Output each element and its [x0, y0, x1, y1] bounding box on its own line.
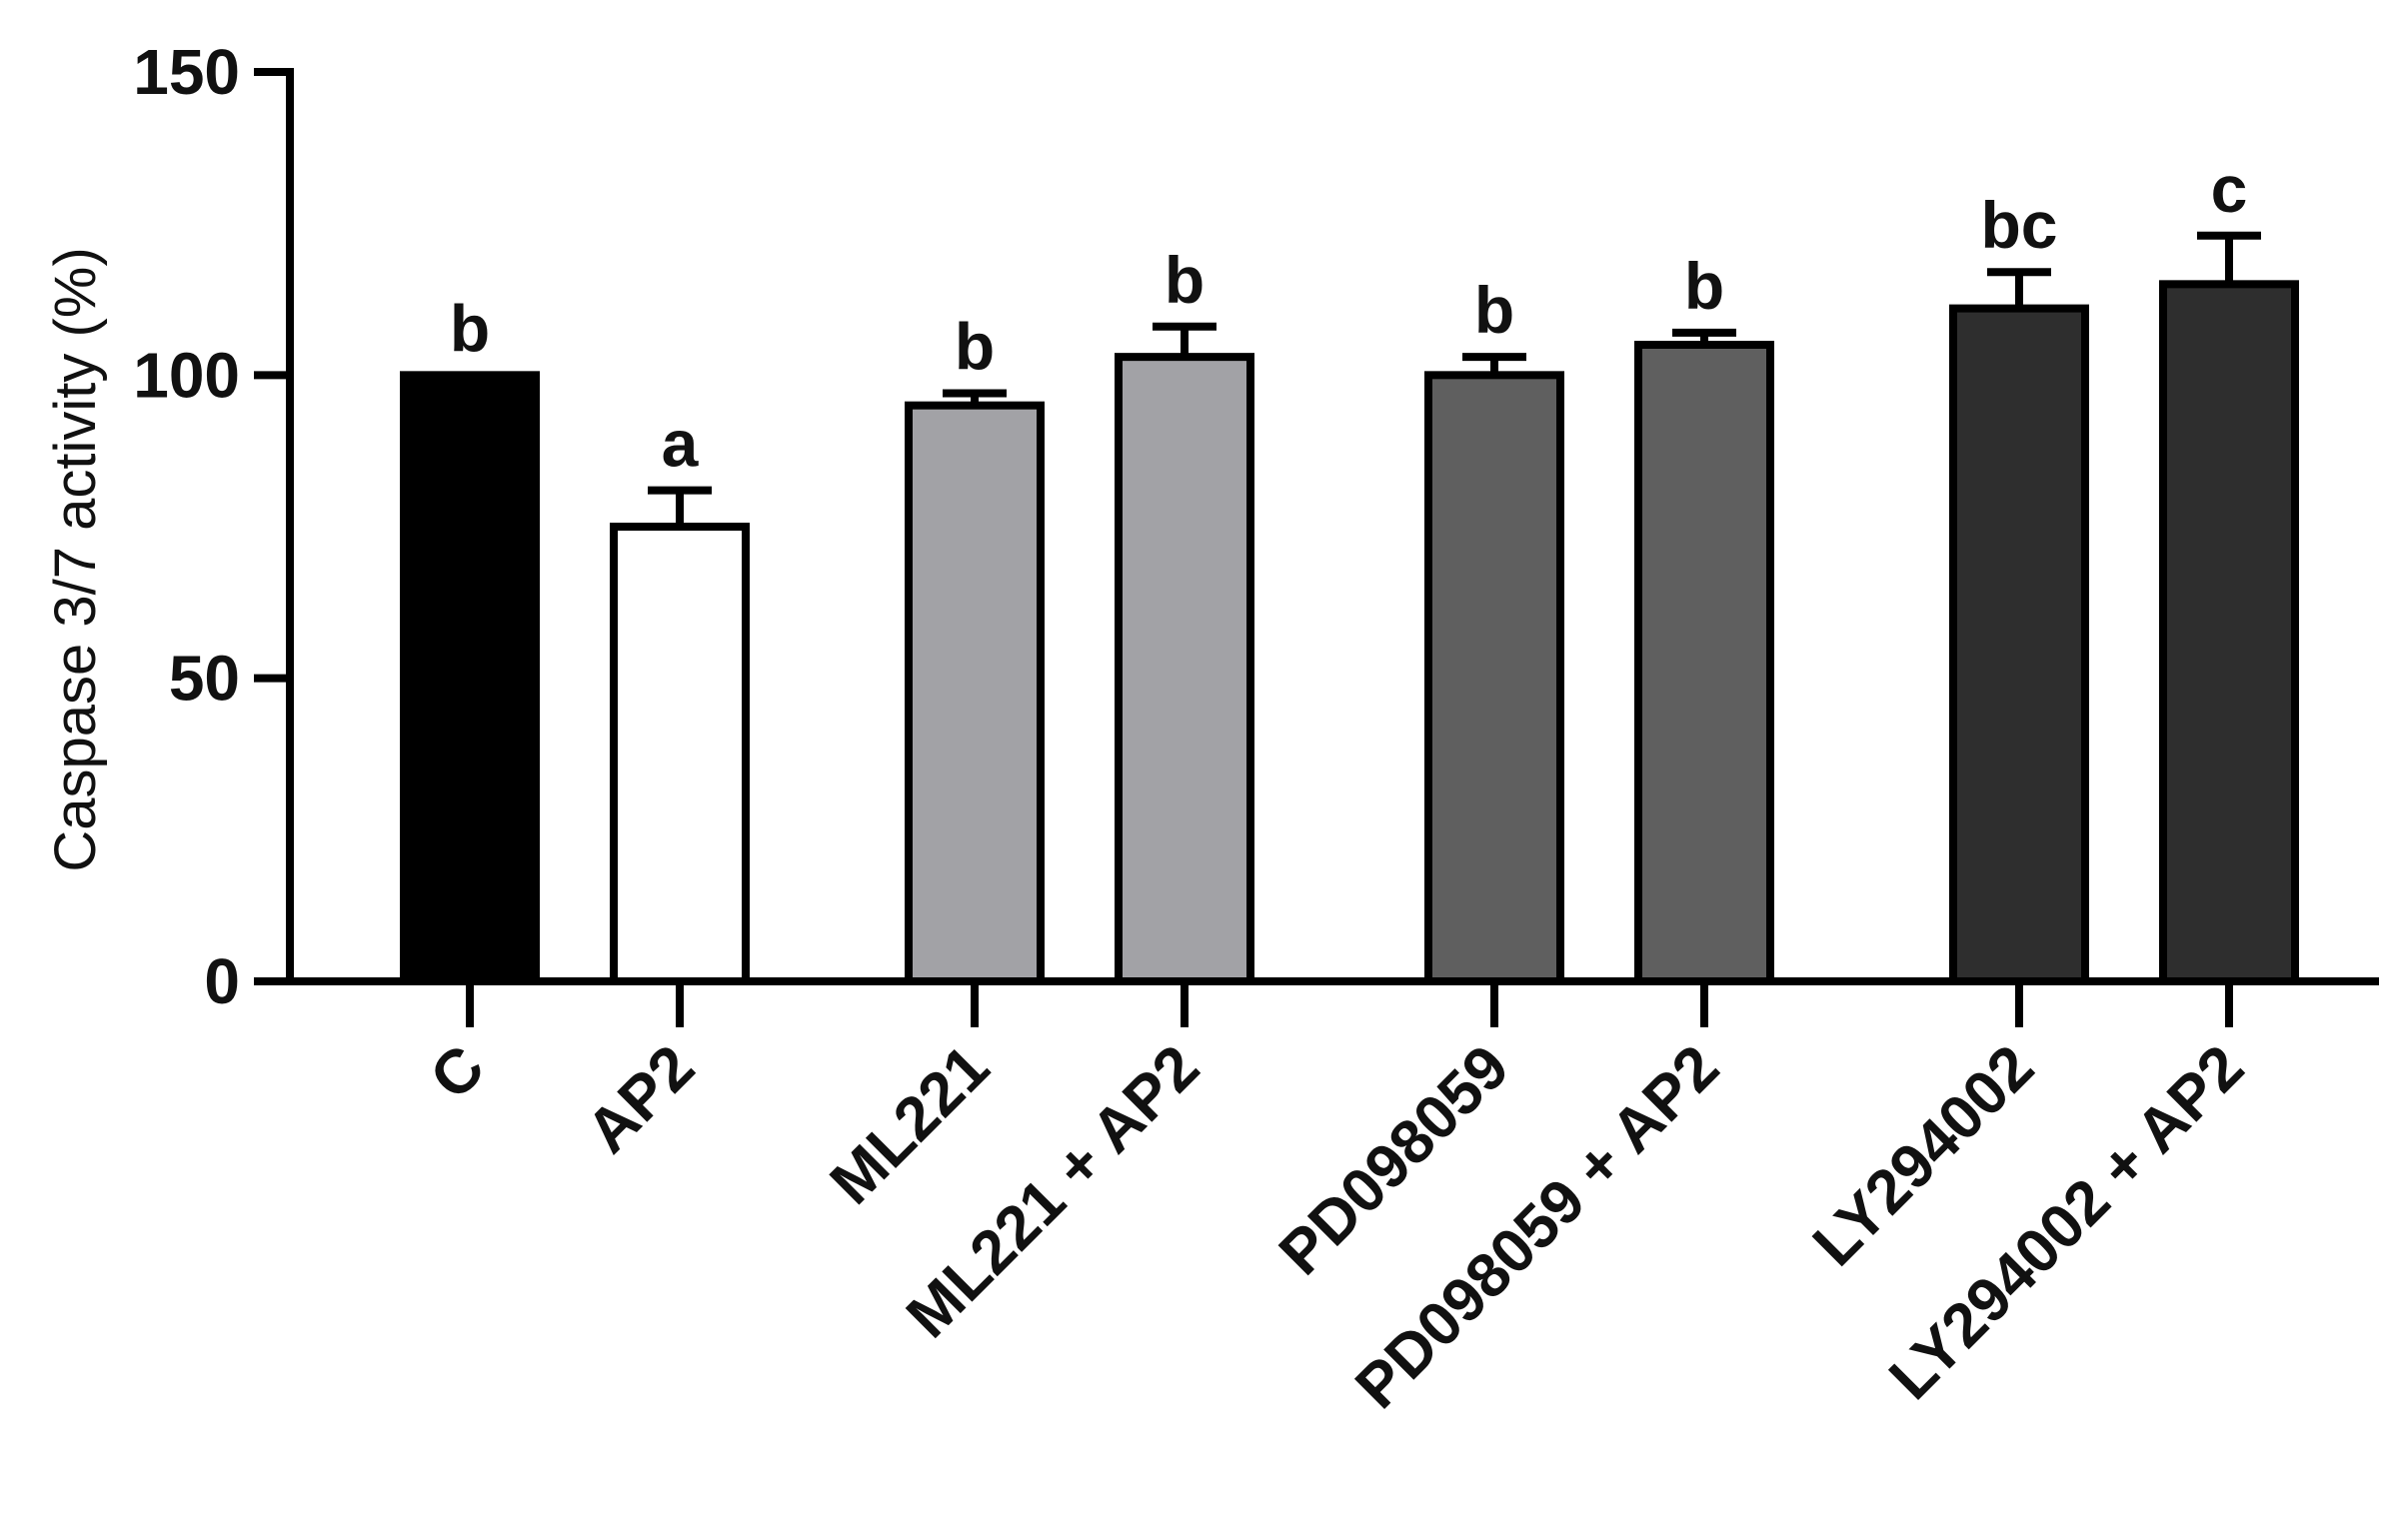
y-tick-label: 150: [133, 36, 240, 108]
y-tick-label: 50: [169, 643, 240, 715]
bar-pd098059-ap2: [1634, 341, 1774, 985]
x-tick-label: LY294002 + AP2: [1876, 1032, 2257, 1413]
significance-letter: b: [450, 291, 490, 365]
x-tick-label: AP2: [574, 1032, 708, 1166]
significance-letter: a: [662, 407, 700, 481]
x-tick-label: ML221: [818, 1032, 1003, 1217]
bar-ly294002: [1949, 304, 2089, 986]
x-tick-label: PD098059 + AP2: [1342, 1032, 1732, 1422]
significance-letter: bc: [1980, 188, 2057, 262]
bar-pd098059: [1424, 371, 1564, 986]
y-tick-label: 0: [204, 945, 240, 1017]
y-tick-label: 100: [133, 339, 240, 411]
bar-ml221: [905, 401, 1045, 985]
significance-letter: b: [1165, 243, 1204, 317]
significance-letter: b: [955, 310, 995, 384]
significance-letter: b: [1474, 273, 1514, 347]
x-tick-label: C: [417, 1032, 497, 1112]
bar-ly294002-ap2: [2159, 280, 2299, 986]
significance-letter: c: [2211, 152, 2248, 226]
y-axis-title: Caspase 3/7 activity (%): [43, 247, 108, 871]
bar-ml221-ap2: [1115, 353, 1254, 985]
bar-c: [400, 371, 540, 986]
bar-ap2: [610, 523, 750, 985]
significance-letter: b: [1684, 249, 1724, 323]
